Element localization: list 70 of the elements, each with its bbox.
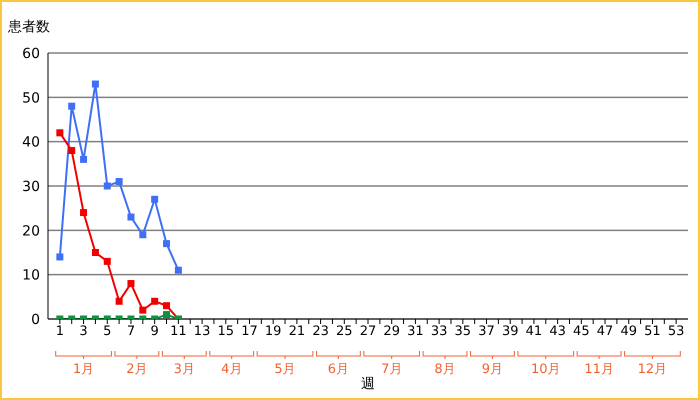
point [163,240,170,248]
x-tick-label: 9 [150,324,159,340]
text: 10月 [531,362,561,377]
y-tick-label: 20 [22,223,40,240]
y-tick-label: 40 [22,134,40,151]
point [151,298,158,305]
x-tick-label: 45 [573,324,590,340]
x-tick-label: 43 [549,324,566,340]
point [104,182,111,190]
x-tick-label: 21 [288,324,306,340]
x-tick-label: 41 [526,324,542,340]
point [163,302,170,310]
point [163,311,170,318]
point [139,231,146,238]
point [56,129,64,136]
x-tick-label: 11 [170,324,187,340]
point [127,214,134,221]
point [80,209,88,216]
text: 8月 [434,362,456,377]
point [92,249,99,256]
point [104,258,111,265]
point [116,298,123,305]
text: 3月 [174,362,195,377]
y-axis-title: 患者数 [8,18,50,36]
text: 9月 [482,362,504,377]
y-tick-label: 50 [22,90,40,106]
x-tick-label: 3 [79,324,88,340]
text: 5月 [274,362,296,377]
x-tick-label: 19 [264,324,282,340]
text: 4月 [221,362,242,377]
point [80,156,88,163]
text: 7月 [381,362,402,377]
x-tick-label: 1 [56,324,64,340]
y-tick-label: 30 [22,178,40,195]
x-tick-label: 37 [478,324,495,340]
x-tick-label: 17 [241,324,258,340]
text: 1月 [72,362,94,377]
point [92,80,99,88]
x-tick-label: 29 [383,324,400,340]
point [139,306,146,314]
x-tick-label: 33 [430,324,448,340]
x-tick-label: 13 [194,324,210,340]
text: 12月 [638,362,668,377]
x-tick-label: 27 [360,324,376,340]
x-tick-label: 35 [454,324,472,340]
x-tick-label: 23 [312,324,329,340]
x-tick-label: 39 [502,324,518,340]
x-tick-label: 5 [103,324,112,340]
point [68,102,76,110]
point [56,253,64,260]
point [116,178,123,186]
text: 2月 [126,362,148,377]
point [127,280,134,288]
x-tick-label: 15 [218,324,234,340]
point [151,196,158,203]
x-tick-label: 47 [596,324,614,340]
x-tick-label: 7 [126,324,136,340]
y-tick-label: 60 [22,46,40,62]
x-axis-title: 週 [361,376,375,392]
text: 6月 [328,362,350,377]
x-tick-label: 31 [407,324,424,340]
point [174,266,182,274]
text: 11月 [584,362,614,377]
x-tick-label: 49 [620,324,638,340]
x-tick-label: 53 [668,324,684,340]
x-tick-label: 25 [336,324,353,340]
y-tick-label: 10 [22,268,40,284]
point [68,147,76,154]
x-tick-label: 51 [644,324,661,340]
y-tick-label: 0 [31,312,40,328]
